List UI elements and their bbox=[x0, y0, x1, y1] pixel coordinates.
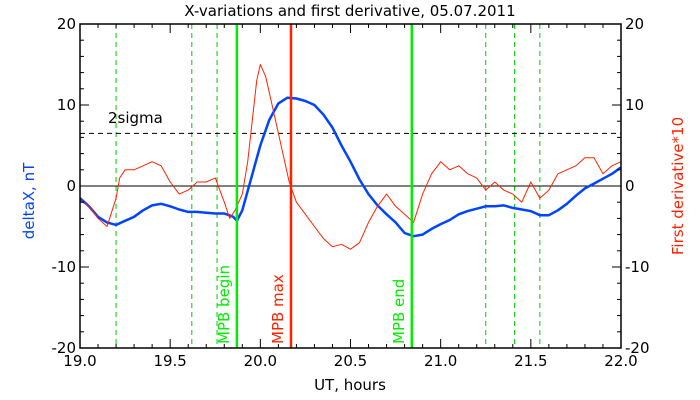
axes bbox=[79, 23, 622, 349]
x-tick-label: 22.0 bbox=[604, 352, 637, 370]
y-tick-label-right: -10 bbox=[625, 258, 650, 276]
mpb-marker-label: MPB end bbox=[390, 279, 408, 344]
y-tick-label-left: 20 bbox=[57, 15, 76, 33]
y-tick-label-right: 0 bbox=[625, 177, 635, 195]
y-tick-label-left: -10 bbox=[52, 258, 77, 276]
deltax-series-line bbox=[79, 96, 622, 238]
y-tick-label-right: 20 bbox=[625, 15, 644, 33]
y-axis-label-left: deltaX, nT bbox=[20, 162, 38, 239]
y-tick-label-left: -20 bbox=[52, 339, 77, 357]
x-tick-label: 19.0 bbox=[63, 352, 96, 370]
y-tick-label-right: 10 bbox=[625, 96, 644, 114]
y-tick-label-left: 0 bbox=[66, 177, 76, 195]
y-tick-label-left: 10 bbox=[57, 96, 76, 114]
x-axis-label: UT, hours bbox=[314, 376, 386, 394]
x-tick-label: 20.5 bbox=[334, 352, 367, 370]
x-tick-label: 21.0 bbox=[424, 352, 457, 370]
x-tick-label: 19.5 bbox=[153, 352, 186, 370]
x-tick-label: 20.0 bbox=[244, 352, 277, 370]
y-tick-label-right: -20 bbox=[625, 339, 650, 357]
tick-labels: 19.0 19.5 20.0 20.5 21.0 21.5 22.0 20 10 0 -10 -20 2… bbox=[52, 15, 650, 370]
y-axis-label-right: First derivative*10 bbox=[669, 117, 687, 255]
chart-title: X-variations and first derivative, 05.07… bbox=[184, 2, 515, 20]
x-tick-label: 21.5 bbox=[514, 352, 547, 370]
series-layer bbox=[79, 64, 622, 250]
vertical-markers: MPB begin MPB max MPB end bbox=[215, 24, 414, 348]
sigma-label: 2sigma bbox=[108, 109, 163, 127]
derivative-series-line bbox=[79, 64, 622, 250]
mpb-marker-label: MPB begin bbox=[215, 265, 233, 344]
mpb-marker-label: MPB max bbox=[269, 274, 287, 344]
